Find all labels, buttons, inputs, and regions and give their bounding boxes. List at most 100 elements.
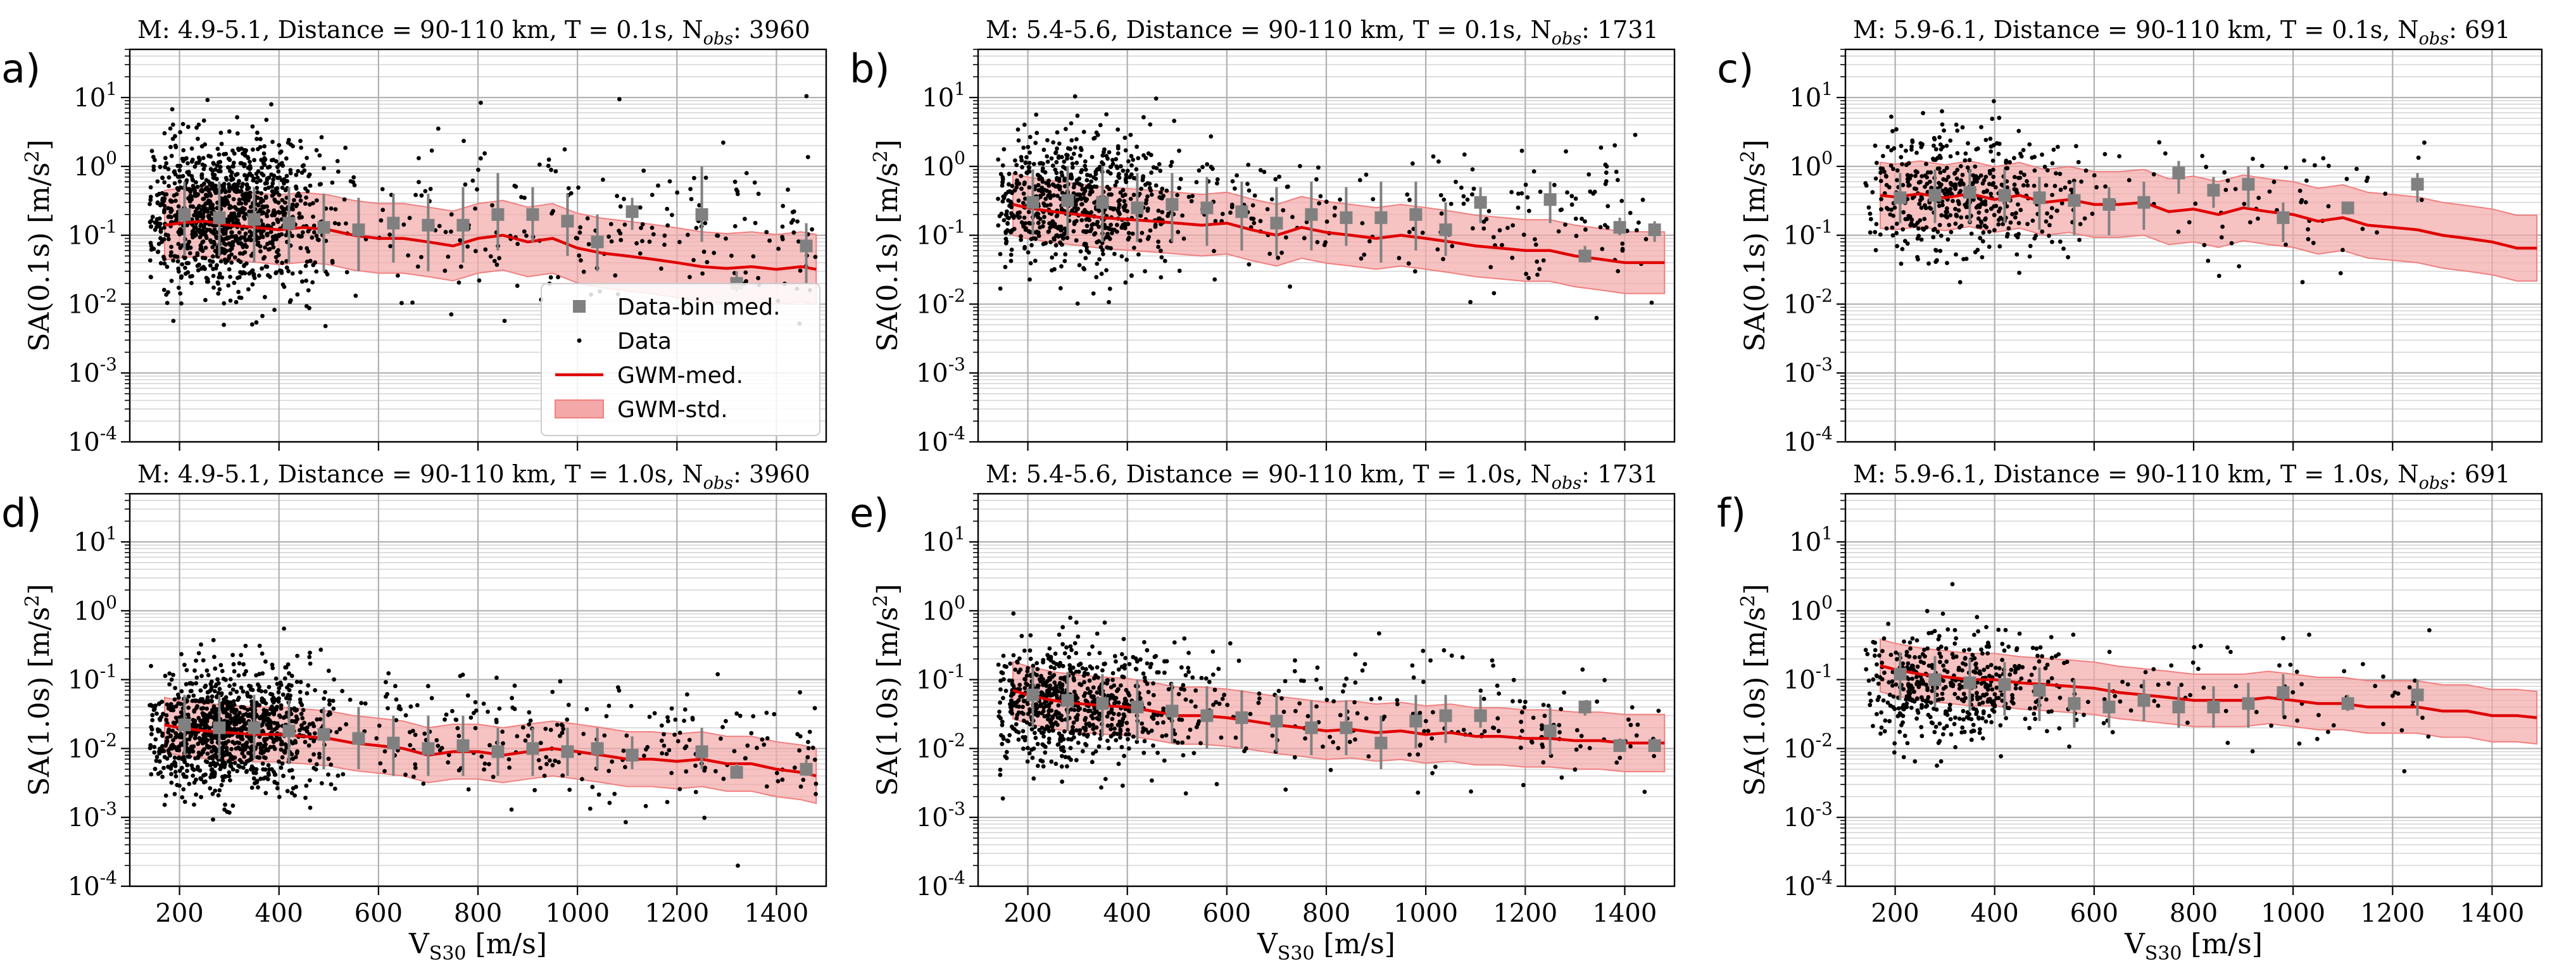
data-point — [1919, 174, 1925, 179]
data-point — [306, 743, 311, 748]
data-point — [1878, 232, 1883, 237]
data-point — [1563, 222, 1568, 227]
data-point — [329, 782, 334, 787]
data-point — [235, 768, 239, 774]
data-point — [286, 269, 291, 273]
data-point — [677, 731, 682, 735]
data-point — [997, 710, 1002, 714]
data-point — [642, 753, 646, 758]
data-point — [1324, 199, 1329, 204]
data-point — [538, 741, 543, 746]
data-point — [607, 800, 612, 805]
data-point — [268, 691, 273, 696]
data-point — [1987, 244, 1992, 249]
data-point — [652, 711, 657, 716]
data-point — [241, 748, 246, 753]
data-point — [243, 643, 248, 648]
data-point — [446, 753, 451, 757]
data-point — [1182, 687, 1186, 692]
bin-median-marker — [1439, 223, 1452, 237]
data-point — [1903, 216, 1908, 222]
data-point — [1029, 242, 1034, 248]
data-point — [185, 712, 191, 717]
data-point — [171, 745, 176, 750]
y-tick-label: 10-1 — [916, 216, 965, 251]
data-point — [1055, 130, 1060, 135]
y-axis-label: SA(0.1s) [m/s2] — [22, 139, 56, 351]
data-point — [1988, 171, 1992, 176]
data-point — [1189, 199, 1194, 204]
data-point — [1036, 220, 1041, 225]
data-point — [172, 760, 177, 765]
legend-swatch-gwm-std — [555, 399, 604, 418]
data-point — [318, 717, 323, 722]
data-point — [315, 237, 320, 242]
x-tick-label: 600 — [355, 899, 403, 928]
data-point — [510, 696, 514, 701]
data-point — [248, 706, 253, 712]
data-point — [304, 304, 309, 308]
data-points — [1863, 99, 2427, 285]
gwm-std-band — [164, 696, 817, 805]
data-point — [227, 189, 232, 194]
data-point — [187, 239, 192, 244]
data-point — [2092, 173, 2097, 178]
data-point — [1889, 208, 1894, 212]
data-point — [1114, 164, 1119, 169]
data-point — [227, 129, 232, 134]
data-point — [1915, 254, 1919, 260]
data-point — [1009, 248, 1014, 252]
data-point — [289, 674, 294, 679]
data-point — [169, 244, 173, 249]
data-point — [2256, 216, 2260, 221]
data-point — [500, 729, 505, 734]
data-point — [298, 139, 303, 144]
data-point — [1000, 183, 1005, 188]
data-point — [260, 729, 265, 734]
data-point — [313, 688, 317, 693]
data-point — [344, 221, 348, 226]
data-point — [219, 141, 224, 146]
data-point — [232, 682, 237, 687]
data-point — [241, 719, 246, 724]
data-point — [1245, 182, 1250, 186]
data-point — [359, 701, 364, 705]
data-point — [1945, 206, 1949, 211]
data-point — [284, 259, 289, 264]
data-point — [267, 247, 271, 252]
data-point — [1168, 163, 1173, 168]
data-point — [228, 275, 232, 279]
data-point — [623, 765, 627, 770]
data-point — [315, 717, 320, 722]
data-point — [262, 144, 267, 149]
data-point — [780, 235, 784, 239]
data-point — [1915, 236, 1920, 241]
data-point — [228, 298, 233, 303]
data-point — [2242, 201, 2247, 206]
data-point — [351, 175, 356, 180]
data-point — [1931, 235, 1936, 240]
data-point — [443, 717, 447, 722]
bin-median-marker — [456, 218, 470, 232]
data-point — [580, 777, 584, 782]
data-point — [1448, 201, 1454, 206]
data-point — [1011, 611, 1016, 616]
bin-median-marker — [695, 208, 708, 221]
data-point — [1465, 198, 1470, 202]
data-point — [1041, 677, 1045, 682]
data-point — [244, 183, 249, 188]
data-point — [1976, 210, 1982, 215]
data-point — [1183, 791, 1188, 796]
data-point — [266, 763, 271, 768]
data-point — [1604, 164, 1609, 169]
data-point — [1107, 187, 1112, 191]
data-point — [192, 213, 196, 218]
data-point — [1918, 179, 1923, 184]
data-point — [162, 131, 167, 135]
data-point — [1128, 132, 1133, 137]
data-point — [549, 167, 553, 172]
data-point — [428, 187, 433, 191]
data-point — [301, 708, 306, 712]
data-point — [1298, 164, 1302, 168]
